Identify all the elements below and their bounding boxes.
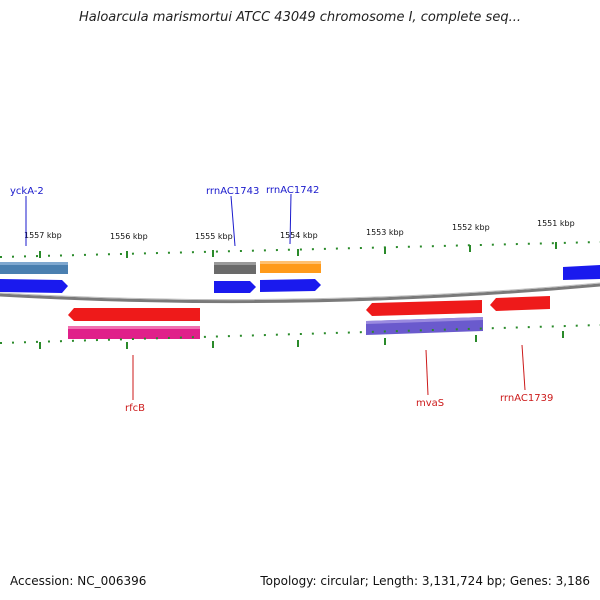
feature-label-yckA-2[interactable]: yckA-2 — [10, 186, 44, 197]
genome-backbone — [0, 283, 600, 304]
cds-arrow-reverse[interactable] — [366, 300, 482, 316]
accession-text: Accession: NC_006396 — [10, 574, 147, 588]
feature-label-rrnAC1743[interactable]: rrnAC1743 — [206, 186, 259, 197]
kbp-label: 1552 kbp — [452, 223, 490, 232]
cds-arrow-reverse[interactable] — [490, 296, 550, 311]
map-title: Haloarcula marismortui ATCC 43049 chromo… — [79, 10, 521, 25]
kbp-label: 1554 kbp — [280, 231, 318, 240]
leader-line — [425, 349, 429, 396]
cds-arrow-forward[interactable] — [214, 281, 256, 293]
kbp-label: 1555 kbp — [195, 232, 233, 241]
feature-rrnAC1743-box[interactable] — [214, 262, 256, 274]
lower-tick-row — [0, 324, 600, 349]
leader-line — [289, 193, 292, 245]
feature-rfcB-box[interactable] — [68, 326, 200, 339]
kbp-label: 1553 kbp — [366, 228, 404, 237]
leader-line — [521, 344, 526, 391]
cds-arrow-forward[interactable] — [563, 265, 600, 280]
feature-mvaS-box[interactable] — [366, 317, 483, 335]
upper-tick-row — [0, 241, 600, 258]
feature-yckA-2-box[interactable] — [0, 262, 68, 274]
feature-label-rfcB[interactable]: rfcB — [125, 403, 145, 414]
feature-label-rrnAC1739[interactable]: rrnAC1739 — [500, 393, 553, 404]
cds-arrow-forward[interactable] — [260, 279, 321, 292]
feature-label-rrnAC1742[interactable]: rrnAC1742 — [266, 185, 319, 196]
kbp-label: 1556 kbp — [110, 232, 148, 241]
cds-arrow-forward[interactable] — [0, 279, 68, 293]
kbp-label: 1557 kbp — [24, 231, 62, 240]
feature-rrnAC1742-box[interactable] — [260, 261, 321, 273]
kbp-label: 1551 kbp — [537, 219, 575, 228]
feature-label-mvaS[interactable]: mvaS — [416, 398, 444, 409]
cds-arrow-reverse[interactable] — [68, 308, 200, 321]
leader-line — [230, 195, 236, 247]
topology-text: Topology: circular; Length: 3,131,724 bp… — [260, 574, 590, 588]
